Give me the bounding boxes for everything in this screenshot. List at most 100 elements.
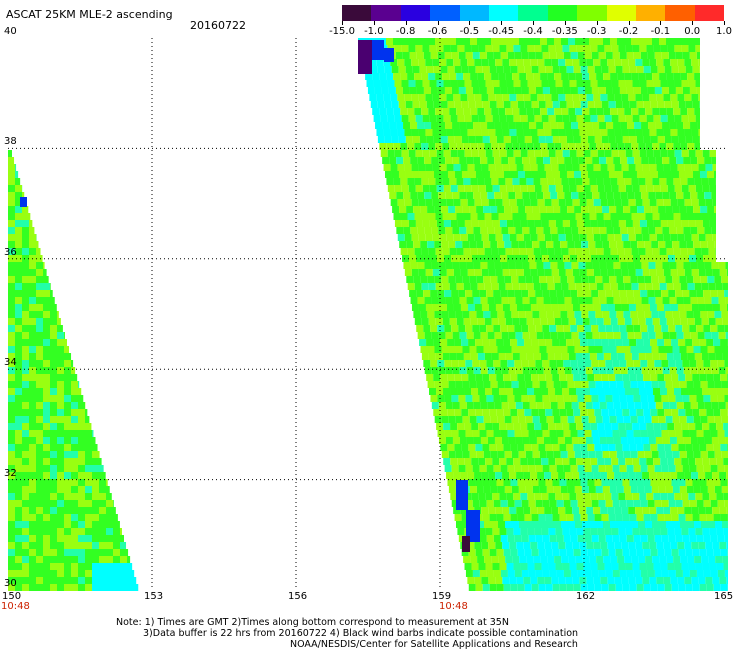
swath-cell	[689, 430, 697, 437]
swath-cell	[673, 73, 681, 80]
swath-cell	[442, 73, 450, 80]
swath-cell	[564, 192, 572, 199]
swath-cell	[553, 346, 561, 353]
swath-cell	[78, 430, 85, 437]
swath-cell	[688, 80, 696, 87]
swath-cell	[393, 38, 400, 45]
swath-cell	[382, 157, 390, 164]
swath-cell	[434, 416, 442, 423]
swath-cell	[647, 465, 655, 472]
swath-cell	[577, 535, 585, 542]
swath-cell	[517, 409, 525, 416]
swath-cell	[463, 143, 471, 150]
swath-cell	[593, 269, 601, 276]
swath-cell	[552, 66, 560, 73]
swath-cell	[418, 164, 426, 171]
swath-cell	[584, 290, 592, 297]
swath-cell	[716, 563, 724, 570]
swath-cell	[690, 437, 698, 444]
swath-cell	[490, 416, 498, 423]
swath-cell	[85, 444, 92, 451]
swath-cell	[581, 486, 589, 493]
swath-cell	[632, 458, 640, 465]
swath-cell	[438, 367, 446, 374]
swath-cell	[426, 171, 434, 178]
swath-cell	[621, 164, 629, 171]
swath-cell	[601, 374, 609, 381]
swath-cell	[650, 444, 658, 451]
swath-cell	[658, 346, 666, 353]
swath-cell	[536, 402, 544, 409]
swath-cell	[590, 220, 598, 227]
swath-cell	[527, 563, 535, 570]
swath-cell	[570, 325, 578, 332]
swath-cell	[665, 486, 673, 493]
swath-cell	[711, 297, 719, 304]
swath-cell	[396, 192, 404, 199]
swath-cell	[587, 101, 595, 108]
swath-cell	[653, 388, 661, 395]
swath-cell	[596, 318, 604, 325]
swath-cell	[608, 444, 616, 451]
swath-cell	[686, 241, 694, 248]
swath-cell	[538, 66, 546, 73]
swath-cell	[494, 332, 502, 339]
swath-cell	[659, 248, 667, 255]
swath-cell	[531, 514, 539, 521]
swath-cell	[432, 94, 440, 101]
swath-cell	[530, 507, 538, 514]
swath-cell	[71, 367, 76, 374]
swath-cell	[722, 556, 728, 563]
swath-cell	[607, 59, 615, 66]
swath-cell	[389, 192, 397, 199]
swath-cell	[645, 556, 653, 563]
swath-cell	[502, 199, 510, 206]
swath-cell	[92, 514, 99, 521]
swath-cell	[637, 486, 645, 493]
swath-cell	[539, 451, 547, 458]
swath-cell	[572, 507, 580, 514]
swath-cell	[446, 94, 454, 101]
swath-cell	[400, 143, 408, 150]
swath-cell	[407, 248, 415, 255]
swath-cell	[544, 94, 552, 101]
swath-cell	[638, 143, 646, 150]
swath-cell	[504, 381, 512, 388]
swath-cell	[64, 374, 71, 381]
swath-cell	[521, 395, 529, 402]
swath-cell	[387, 80, 395, 87]
swath-cell	[559, 101, 567, 108]
swath-cell	[662, 192, 670, 199]
swath-cell	[446, 164, 454, 171]
swath-cell	[457, 388, 465, 395]
swath-cell	[503, 171, 511, 178]
swath-cell	[467, 234, 475, 241]
swath-cell	[503, 444, 511, 451]
swath-cell	[609, 451, 617, 458]
swath-cell	[685, 66, 693, 73]
swath-cell	[64, 549, 71, 556]
swath-cell	[36, 514, 43, 521]
colorbar-tick	[533, 21, 534, 25]
swath-cell	[413, 206, 421, 213]
swath-cell	[653, 45, 661, 52]
swath-cell	[569, 388, 577, 395]
swath-cell	[669, 402, 677, 409]
swath-cell	[725, 402, 728, 409]
swath-cell	[416, 255, 424, 262]
swath-cell	[71, 472, 78, 479]
swath-cell	[648, 122, 656, 129]
swath-cell	[691, 507, 699, 514]
swath-cell	[539, 416, 547, 423]
swath-cell	[581, 451, 589, 458]
swath-cell	[528, 570, 536, 577]
swath-cell	[517, 101, 525, 108]
swath-cell	[78, 381, 80, 388]
swath-cell	[386, 178, 394, 185]
swath-cell	[514, 360, 522, 367]
swath-cell	[571, 367, 579, 374]
swath-cell	[682, 52, 690, 59]
swath-cell	[546, 276, 554, 283]
swath-cell	[483, 346, 491, 353]
swath-cell	[482, 339, 490, 346]
